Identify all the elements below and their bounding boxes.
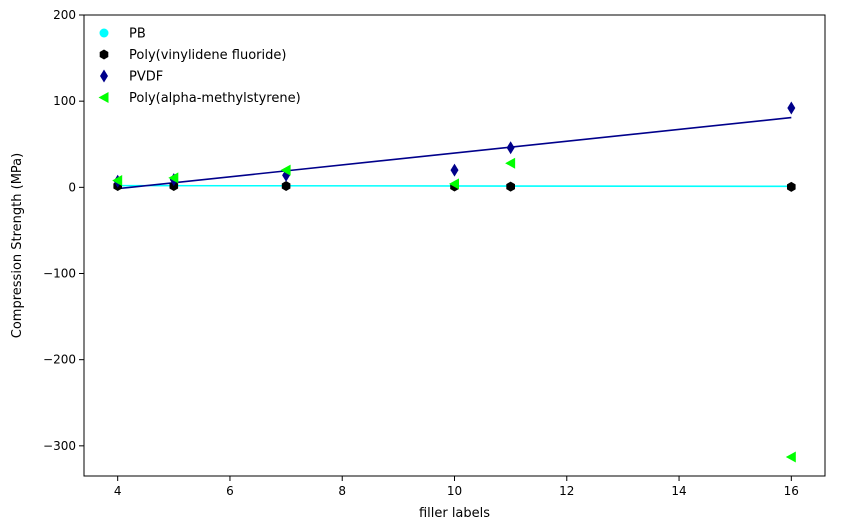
x-tick-label: 16 xyxy=(784,484,799,498)
y-tick-label: 0 xyxy=(68,180,76,194)
legend-marker xyxy=(100,69,108,83)
x-tick-label: 4 xyxy=(114,484,122,498)
data-point-series-2 xyxy=(787,101,796,115)
legend-label: PB xyxy=(129,27,146,42)
x-tick-label: 14 xyxy=(671,484,686,498)
x-axis-label: filler labels xyxy=(419,506,490,521)
data-points xyxy=(112,101,796,463)
data-point-series-3 xyxy=(112,174,123,186)
legend: PB Poly(vinylidene fluoride) PVDF Poly(alph… xyxy=(98,27,301,106)
x-tick-label: 6 xyxy=(226,484,234,498)
fit-lines xyxy=(117,116,792,190)
y-tick-label: 100 xyxy=(53,94,76,108)
plot-frame xyxy=(83,14,826,477)
data-point-series-3 xyxy=(280,164,291,176)
x-tick-label: 10 xyxy=(447,484,462,498)
y-tick-label: 200 xyxy=(53,8,76,22)
data-point-series-1 xyxy=(787,181,796,192)
legend-label: Poly(alpha-methylstyrene) xyxy=(129,91,301,106)
data-point-series-3 xyxy=(449,178,459,190)
legend-marker xyxy=(99,28,109,38)
axis-ticks: 4 6 8 10 12 14 16 −300 −200 −100 0 100 200 xyxy=(43,8,799,498)
y-axis-label: Compression Strength (MPa) xyxy=(10,153,25,338)
data-point-series-2 xyxy=(506,141,515,155)
legend-label: Poly(vinylidene fluoride) xyxy=(129,48,286,63)
legend-marker xyxy=(99,49,109,60)
data-point-series-1 xyxy=(506,181,515,192)
y-tick-label: −100 xyxy=(43,267,76,281)
data-point-series-1 xyxy=(281,181,291,191)
data-point-series-3 xyxy=(785,451,796,463)
y-tick-label: −300 xyxy=(43,439,76,453)
legend-label: PVDF xyxy=(129,70,163,85)
data-point-series-3 xyxy=(505,157,516,169)
y-tick-label: −200 xyxy=(43,353,76,367)
data-point-series-2 xyxy=(450,163,459,177)
x-tick-label: 8 xyxy=(338,484,346,498)
data-point-series-3 xyxy=(168,172,179,184)
fit-line-series-2 xyxy=(117,116,792,190)
x-tick-label: 12 xyxy=(559,484,574,498)
legend-marker xyxy=(98,92,109,103)
